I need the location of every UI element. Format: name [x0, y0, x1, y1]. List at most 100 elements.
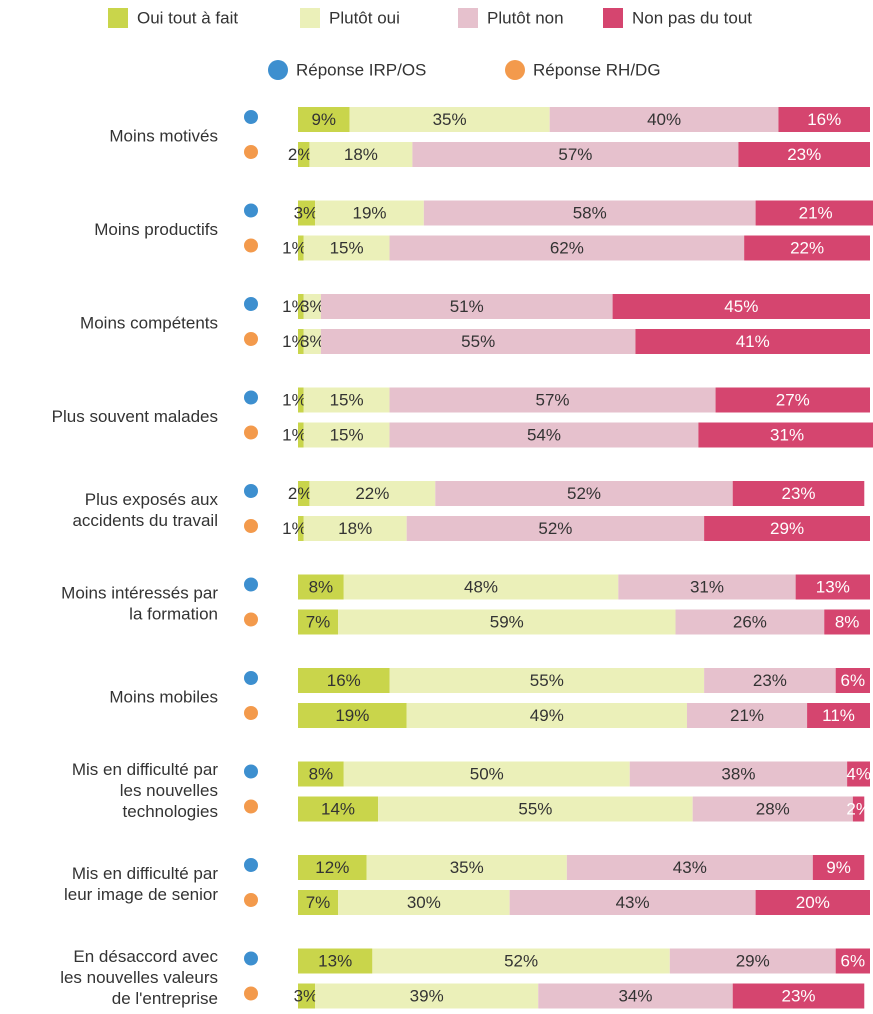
value-label: 52% — [538, 519, 572, 538]
value-label: 8% — [835, 612, 860, 631]
bar-segment — [692, 796, 853, 822]
value-label: 9% — [826, 858, 851, 877]
group-dot — [244, 519, 258, 533]
bar-segment — [303, 329, 321, 354]
value-label: 1% — [282, 297, 307, 316]
group-dot — [244, 238, 258, 253]
category-label: la formation — [129, 604, 218, 623]
value-label: 1% — [282, 238, 307, 257]
value-label: 2% — [288, 484, 313, 503]
bar-segment — [686, 703, 808, 728]
bar-segment — [338, 609, 676, 635]
value-label: 7% — [306, 893, 331, 912]
legend-swatch — [458, 8, 478, 28]
legend-swatch — [108, 8, 128, 28]
value-label: 50% — [470, 764, 504, 783]
bar-segment — [298, 574, 344, 600]
value-label: 34% — [618, 986, 652, 1005]
bar-segment — [298, 107, 350, 132]
value-label: 55% — [461, 332, 495, 351]
bar-segment — [315, 200, 424, 226]
group-dot — [244, 484, 258, 498]
bar-segment — [298, 294, 304, 319]
bar-segment — [795, 574, 870, 600]
value-label: 1% — [282, 390, 307, 409]
bar-segment — [303, 387, 390, 413]
value-label: 20% — [796, 893, 830, 912]
bar-segment — [406, 516, 705, 541]
bar-segment — [669, 948, 836, 974]
category-label: Mis en difficulté par — [72, 760, 218, 779]
bar-segment — [298, 948, 373, 974]
bar-segment — [298, 983, 316, 1009]
bar-segment — [298, 890, 339, 915]
value-label: 58% — [573, 203, 607, 222]
bar-segment — [309, 481, 436, 506]
group-dot — [244, 671, 258, 685]
group-dot — [244, 706, 258, 720]
bar-segment — [343, 574, 619, 600]
value-label: 23% — [787, 145, 821, 164]
value-label: 31% — [690, 577, 724, 596]
value-label: 2% — [288, 145, 313, 164]
bar-segment — [406, 703, 687, 728]
bar-segment — [835, 948, 870, 974]
bar-segment — [549, 107, 779, 132]
value-label: 18% — [338, 519, 372, 538]
value-label: 1% — [282, 425, 307, 444]
bar-segment — [389, 235, 745, 261]
value-label: 11% — [822, 706, 855, 725]
value-label: 3% — [294, 203, 319, 222]
category-label: En désaccord avec — [73, 947, 218, 966]
value-label: 22% — [355, 484, 389, 503]
bar-segment — [732, 983, 865, 1009]
value-label: 3% — [300, 332, 325, 351]
value-label: 28% — [756, 799, 790, 818]
value-label: 31% — [770, 425, 804, 444]
value-label: 27% — [776, 390, 810, 409]
category-label: Moins compétents — [80, 313, 218, 332]
group-dot — [244, 764, 258, 779]
value-label: 21% — [730, 706, 764, 725]
bar-segment — [704, 516, 870, 541]
category-label: accidents du travail — [72, 511, 218, 530]
category-label: Moins mobiles — [109, 687, 218, 706]
bar-segment — [744, 235, 870, 261]
bar-segment — [298, 516, 304, 541]
value-label: 59% — [490, 612, 524, 631]
legend-dot — [505, 60, 525, 80]
group-dot — [244, 332, 258, 346]
bar-segment — [778, 107, 870, 132]
value-label: 35% — [433, 110, 467, 129]
value-label: 52% — [567, 484, 601, 503]
bar-segment — [509, 890, 756, 915]
value-label: 3% — [294, 986, 319, 1005]
value-label: 49% — [530, 706, 564, 725]
value-label: 1% — [282, 332, 307, 351]
value-label: 45% — [724, 297, 758, 316]
bar-segment — [704, 668, 836, 693]
value-label: 52% — [504, 951, 538, 970]
value-label: 38% — [721, 764, 755, 783]
bar-segment — [320, 329, 636, 354]
value-label: 23% — [781, 484, 815, 503]
bar-segment — [755, 200, 873, 226]
legend-label: Non pas du tout — [632, 8, 752, 27]
value-label: 19% — [352, 203, 386, 222]
legend-label: Plutôt non — [487, 8, 564, 27]
value-label: 51% — [450, 297, 484, 316]
value-label: 40% — [647, 110, 681, 129]
bar-segment — [298, 387, 304, 413]
bar-segment — [298, 481, 310, 506]
value-label: 55% — [530, 671, 564, 690]
value-label: 2% — [846, 799, 871, 818]
value-label: 22% — [790, 238, 824, 257]
legend-label: Oui tout à fait — [137, 8, 238, 27]
bar-segment — [303, 235, 390, 261]
category-label: Mis en difficulté par — [72, 864, 218, 883]
value-label: 1% — [282, 519, 307, 538]
bar-segment — [847, 761, 870, 787]
value-label: 15% — [330, 390, 364, 409]
group-dot — [244, 893, 258, 907]
value-label: 18% — [344, 145, 378, 164]
